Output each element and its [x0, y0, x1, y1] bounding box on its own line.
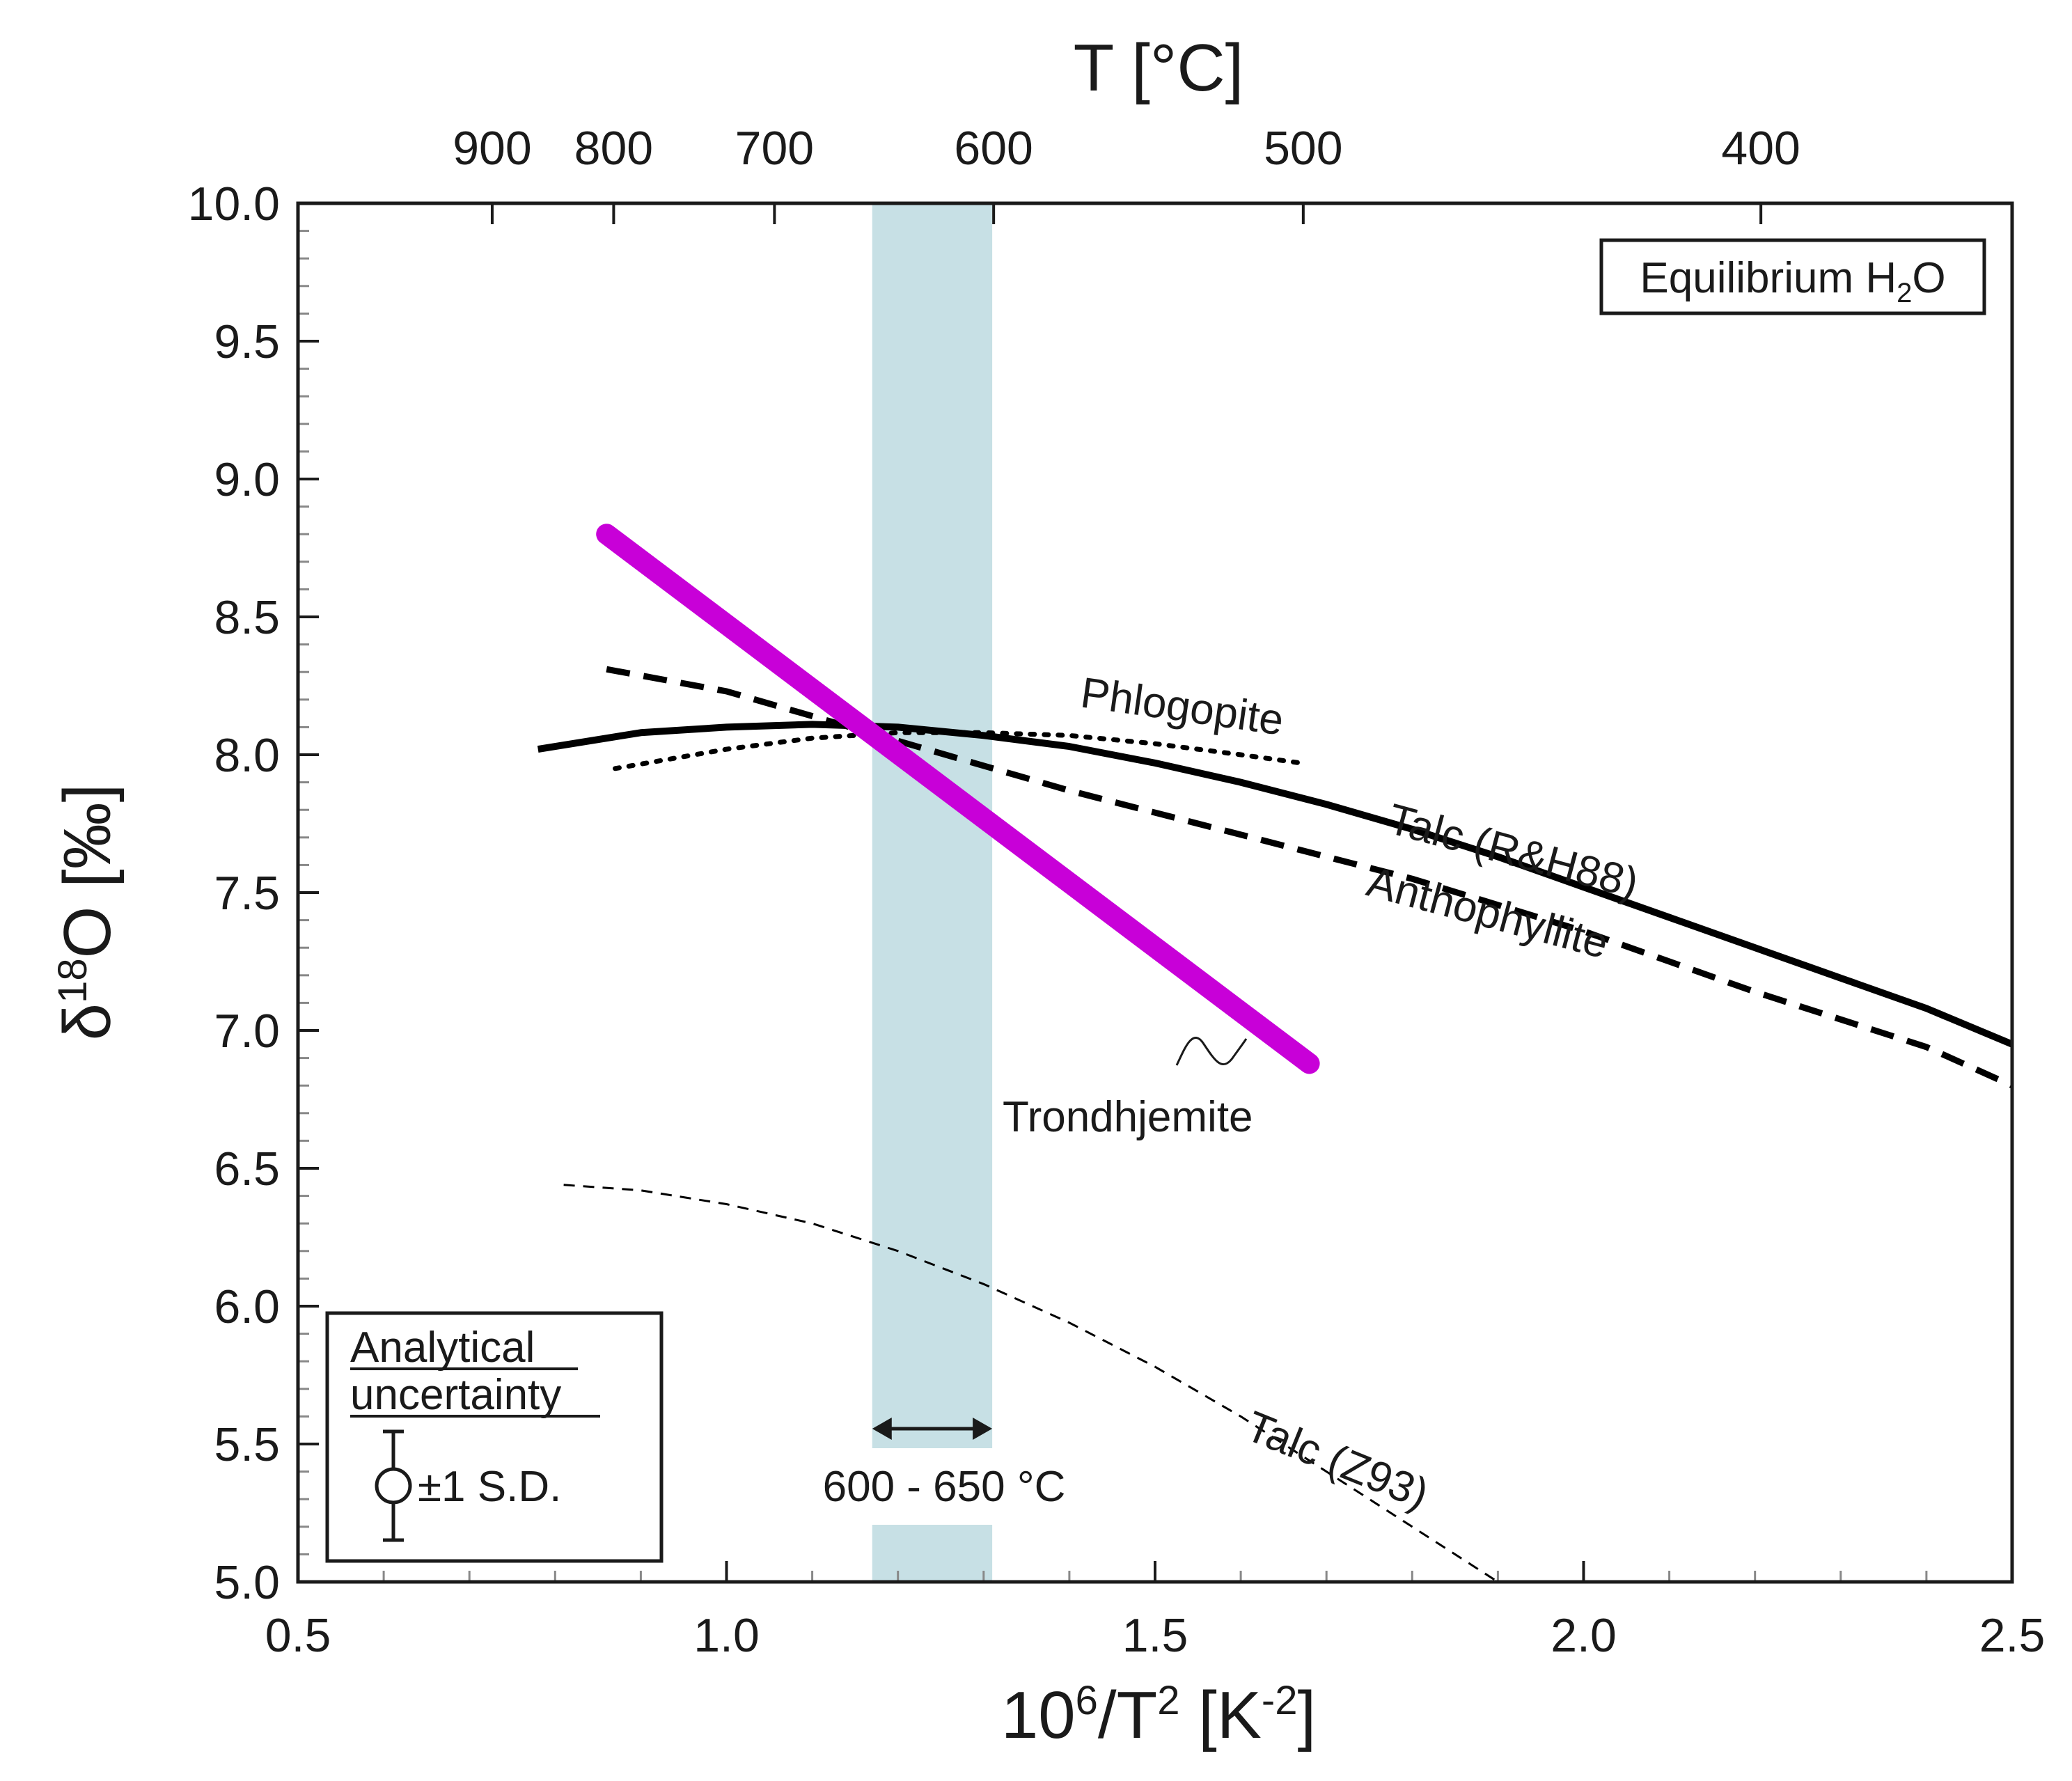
top-tick-label: 600	[954, 122, 1033, 175]
series-line-phlogopite	[613, 730, 1303, 771]
temperature-band	[872, 203, 993, 1448]
x-tick-label: 2.0	[1551, 1609, 1617, 1662]
y-tick-label: 10.0	[188, 178, 280, 230]
equilibrium-text: Equilibrium H2O	[1640, 254, 1945, 308]
uncertainty-title-line1: Analytical	[350, 1324, 535, 1372]
temperature-band-lower	[872, 1525, 993, 1582]
label-talc-z93: Talc (Z93)	[1239, 1402, 1435, 1519]
temperature-band-layer	[872, 203, 993, 1582]
top-tick-label: 400	[1721, 122, 1800, 175]
y-tick-label: 9.0	[214, 453, 280, 506]
y-tick-label: 5.5	[214, 1418, 280, 1471]
series-layer	[537, 524, 2012, 1582]
series-line-talc-r-h88	[537, 721, 2012, 1048]
top-tick-label: 900	[453, 122, 531, 175]
uncertainty-title-line2: uncertainty	[350, 1371, 561, 1419]
data-point-icon	[375, 1467, 412, 1505]
x-tick-label: 0.5	[265, 1609, 331, 1662]
y-tick-label: 5.0	[214, 1556, 280, 1609]
x-tick-label: 1.5	[1122, 1609, 1188, 1662]
series-line-anthophyllite	[606, 666, 2012, 1089]
y-tick-label: 7.5	[214, 867, 280, 920]
series-line-trondhjemite	[596, 524, 1320, 1074]
y-tick-label: 8.0	[214, 729, 280, 782]
band-arrow	[872, 1418, 993, 1440]
band-arrow-head-left	[872, 1418, 892, 1440]
x-tick-label: 2.5	[1979, 1609, 2046, 1662]
top-axis-title: T [°C]	[1074, 31, 1244, 105]
y-tick-label: 7.0	[214, 1005, 280, 1058]
series-line-talc-z93	[563, 1184, 1540, 1582]
ticks-layer: 5.0 5.5 6.0 6.5 7.0 7.5 8.0 8.5 9.0 9.5 10.0 0.5 1.0…	[188, 122, 2046, 1662]
y-tick-label: 6.0	[214, 1280, 280, 1333]
uncertainty-legend-box: Analytical uncertainty ±1 S.D.	[325, 1311, 664, 1563]
band-label: 600 - 650 °C	[823, 1463, 1066, 1511]
trondhjemite-leader-squiggle	[1175, 1037, 1248, 1066]
x-tick-label: 1.0	[693, 1609, 760, 1662]
y-tick-label: 8.5	[214, 591, 280, 644]
y-tick-label: 9.5	[214, 315, 280, 368]
x-axis-title: 106/T2 [K-2]	[1001, 1678, 1316, 1752]
top-tick-label: 500	[1264, 122, 1342, 175]
y-tick-label: 6.5	[214, 1143, 280, 1195]
band-arrow-head-right	[973, 1418, 993, 1440]
label-phlogopite: Phlogopite	[1078, 669, 1287, 745]
label-trondhjemite: Trondhjemite	[1003, 1093, 1253, 1141]
equilibrium-legend-box: Equilibrium H2O	[1599, 238, 1986, 315]
uncertainty-value: ±1 S.D.	[418, 1463, 561, 1511]
y-axis-title: δ18O [‰]	[50, 784, 125, 1041]
uncertainty-box-frame	[325, 1311, 664, 1563]
equilibrium-box-frame	[1599, 238, 1986, 315]
top-tick-label: 700	[735, 122, 814, 175]
plot-frame	[296, 201, 2014, 1584]
top-tick-label: 800	[574, 122, 653, 175]
